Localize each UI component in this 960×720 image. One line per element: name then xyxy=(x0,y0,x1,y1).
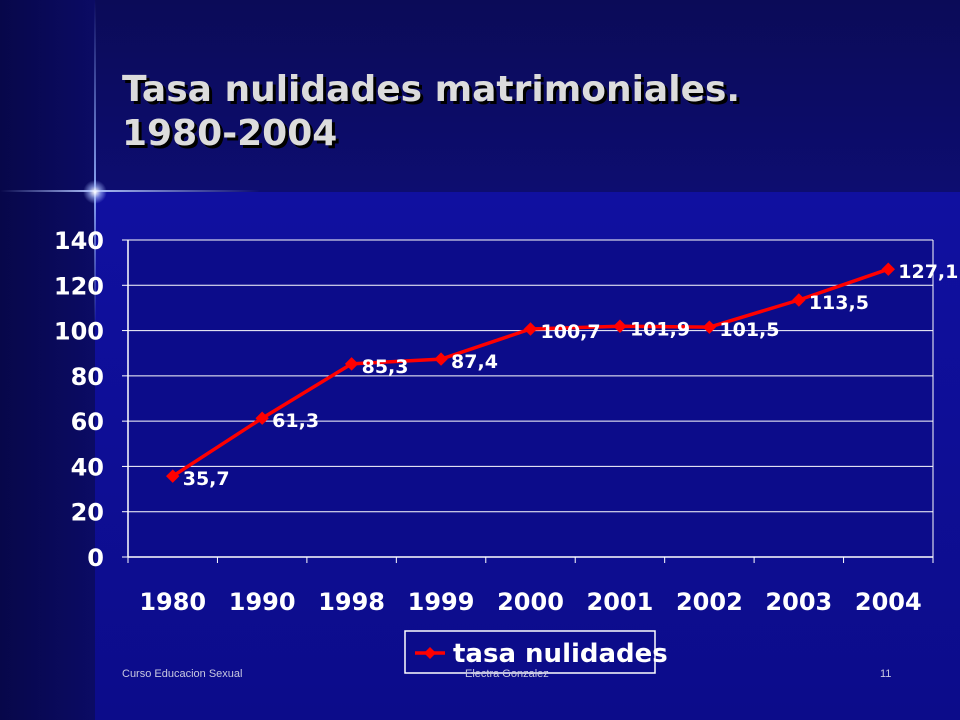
data-point-marker xyxy=(613,319,627,333)
data-point-marker xyxy=(255,411,269,425)
y-tick-label: 120 xyxy=(54,272,104,300)
data-label: 100,7 xyxy=(541,321,601,343)
x-tick-label: 2000 xyxy=(497,588,564,616)
x-tick-label: 2002 xyxy=(676,588,743,616)
plot-area xyxy=(128,240,933,557)
legend-label: tasa nulidades xyxy=(453,639,668,669)
data-point-marker xyxy=(792,293,806,307)
data-label: 61,3 xyxy=(272,410,319,432)
light-flare-horizontal xyxy=(0,190,260,192)
y-tick-label: 140 xyxy=(54,227,104,255)
footer-author: Electra Gonzalez xyxy=(465,668,549,680)
slide-left-band xyxy=(0,0,95,720)
y-tick-label: 40 xyxy=(71,453,104,481)
y-tick-label: 0 xyxy=(87,544,104,572)
data-label: 101,5 xyxy=(719,319,779,341)
light-flare-vertical xyxy=(94,0,96,330)
y-tick-label: 60 xyxy=(71,408,104,436)
data-label: 127,1 xyxy=(898,261,958,283)
data-point-marker xyxy=(434,352,448,366)
data-label: 87,4 xyxy=(451,351,498,373)
footer-course: Curso Educacion Sexual xyxy=(122,668,243,680)
data-point-marker xyxy=(702,320,717,334)
data-point-marker xyxy=(344,357,359,371)
data-point-marker xyxy=(881,262,895,276)
data-label: 113,5 xyxy=(809,292,869,314)
data-point-marker xyxy=(166,469,180,483)
data-label: 101,9 xyxy=(630,318,690,340)
slide-header-background xyxy=(0,0,960,192)
legend-box xyxy=(404,630,656,674)
slide-title: Tasa nulidades matrimoniales. 1980-2004 xyxy=(122,69,741,154)
x-tick-label: 2003 xyxy=(765,588,832,616)
data-label: 85,3 xyxy=(362,356,409,378)
x-tick-label: 2004 xyxy=(855,588,922,616)
y-tick-label: 100 xyxy=(54,318,104,346)
data-label: 35,7 xyxy=(183,468,230,490)
legend-marker-swatch xyxy=(424,647,436,659)
y-tick-label: 20 xyxy=(71,499,104,527)
footer-page-number: 11 xyxy=(880,668,892,680)
x-tick-label: 1999 xyxy=(408,588,475,616)
data-point-marker xyxy=(523,322,538,336)
y-tick-label: 80 xyxy=(71,363,104,391)
x-tick-label: 2001 xyxy=(587,588,654,616)
light-flare-star-icon xyxy=(83,180,107,204)
x-tick-label: 1980 xyxy=(139,588,206,616)
x-tick-label: 1990 xyxy=(229,588,296,616)
x-tick-label: 1998 xyxy=(318,588,385,616)
